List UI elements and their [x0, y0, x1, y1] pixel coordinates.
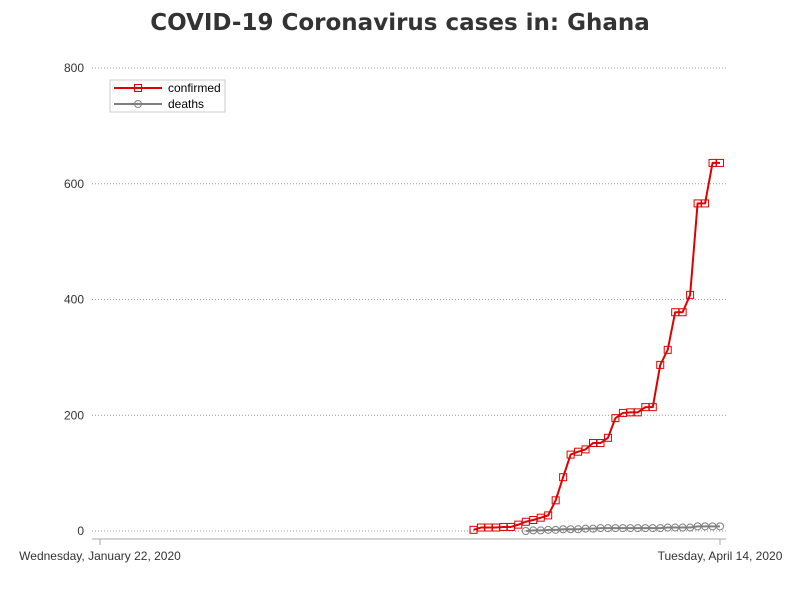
data-point-confirmed — [551, 496, 560, 505]
data-point-confirmed — [559, 473, 568, 482]
data-point-confirmed — [716, 158, 724, 167]
series-line-deaths — [525, 525, 720, 532]
y-tick-label: 0 — [77, 524, 84, 538]
legend-entry-deaths: deaths — [114, 97, 204, 111]
data-point-deaths — [574, 525, 583, 534]
data-point-confirmed — [701, 199, 710, 208]
x-tick-label-start: Wednesday, January 22, 2020 — [19, 549, 181, 563]
legend-entry-confirmed: confirmed — [114, 81, 221, 95]
series-deaths — [521, 522, 724, 535]
data-point-confirmed — [663, 345, 672, 354]
series-layer — [469, 158, 724, 535]
series-confirmed — [469, 158, 724, 534]
x-tick-label-end: Tuesday, April 14, 2020 — [658, 549, 783, 563]
series-line-confirmed — [473, 161, 720, 531]
grid-lines: 0 200 400 600 800 — [64, 61, 726, 538]
data-point-confirmed — [686, 290, 695, 299]
data-point-deaths — [686, 523, 695, 532]
data-point-deaths — [551, 525, 560, 534]
y-tick-label: 200 — [64, 408, 84, 422]
legend: confirmed deaths — [109, 79, 226, 113]
legend-marker-deaths — [134, 100, 142, 108]
data-point-deaths — [589, 524, 598, 533]
data-point-deaths — [521, 527, 530, 535]
data-point-confirmed — [648, 403, 657, 412]
data-point-confirmed — [581, 445, 590, 454]
data-point-confirmed — [596, 439, 605, 448]
data-point-confirmed — [656, 360, 665, 369]
y-tick-label: 800 — [64, 61, 84, 75]
data-point-confirmed — [544, 511, 553, 520]
data-point-confirmed — [633, 408, 642, 417]
legend-box — [109, 79, 226, 113]
data-point-deaths — [656, 524, 665, 533]
legend-marker-confirmed — [134, 84, 142, 92]
data-point-deaths — [536, 526, 545, 535]
legend-label-deaths: deaths — [168, 97, 204, 111]
y-tick-label: 600 — [64, 177, 84, 191]
y-tick-label: 400 — [64, 293, 84, 307]
data-point-deaths — [716, 522, 724, 531]
axes: Wednesday, January 22, 2020 Tuesday, Apr… — [19, 538, 783, 563]
chart-title: COVID-19 Coronavirus cases in: Ghana — [150, 10, 650, 36]
data-point-confirmed — [611, 414, 620, 423]
data-point-confirmed — [603, 433, 612, 442]
data-point-confirmed — [678, 308, 687, 317]
legend-label-confirmed: confirmed — [168, 81, 221, 95]
